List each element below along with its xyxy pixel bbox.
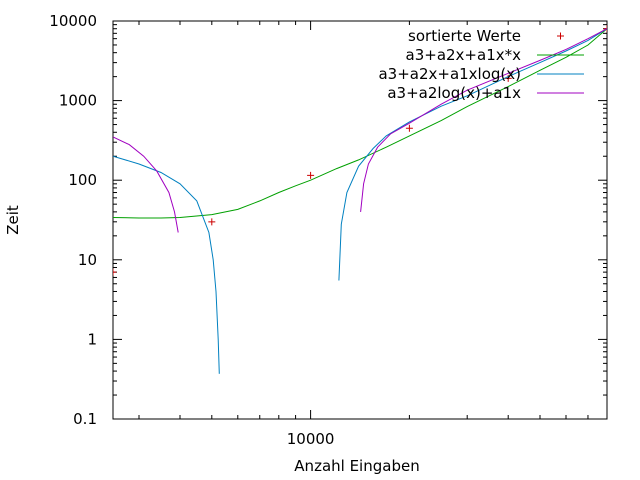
data-point [405,124,413,132]
legend-label: sortierte Werte [408,27,521,45]
plot-area-border [112,20,608,420]
y-tick-label: 1 [87,330,97,348]
series-line [113,28,607,219]
y-tick-label: 100 [68,171,97,189]
x-tick-label: 10000 [287,430,335,448]
data-point [208,218,216,226]
y-tick-label: 10 [78,251,97,269]
legend-marker [557,32,564,40]
legend-label: a3+a2log(x)+a1x [387,84,521,102]
series-line [113,155,220,374]
legend-label: a3+a2x+a1xlog(x) [378,65,521,83]
y-axis-label: Zeit [4,205,22,235]
data-point [603,25,607,33]
y-axis-ticks: 0.1 1 10 100 1000 10000 [49,12,607,428]
x-axis-ticks: 10000 [138,21,608,448]
y-tick-label: 1000 [59,92,97,110]
series-line [113,136,179,233]
y-tick-label: 10000 [49,12,97,30]
x-axis-label: Anzahl Eingaben [294,457,419,475]
y-tick-label: 0.1 [73,410,97,428]
legend-label: a3+a2x+a1x*x [406,46,522,64]
data-point [113,268,117,276]
legend: sortierte Wertea3+a2x+a1x*xa3+a2x+a1xlog… [378,27,584,102]
series-layer [113,25,607,374]
series-line [360,28,607,212]
data-point [307,171,315,179]
